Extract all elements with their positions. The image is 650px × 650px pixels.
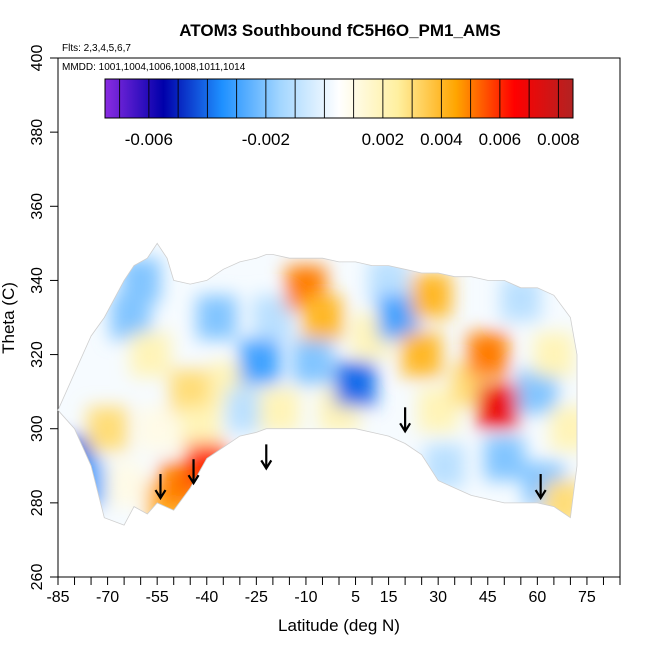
heatmap-cell — [517, 369, 558, 414]
y-axis-label: Theta (C) — [0, 282, 18, 354]
y-tick-label: 380 — [29, 119, 46, 146]
heatmap-cell — [411, 273, 452, 318]
heatmap-cell — [477, 384, 518, 429]
heatmap-cell — [401, 332, 442, 377]
tropopause-arrow — [399, 407, 412, 434]
tropopause-arrow — [534, 474, 547, 501]
colorbar-tick-label: 0.002 — [362, 130, 405, 149]
colorbar: -0.006 -0.002 0.002 0.004 0.006 0.008 — [104, 78, 580, 149]
tropopause-arrow — [187, 459, 200, 486]
y-tick-label: 340 — [29, 267, 46, 294]
heatmap-cell — [500, 277, 541, 321]
x-tick-label: -10 — [294, 589, 317, 606]
x-tick-label: -70 — [96, 589, 119, 606]
x-tick-label: 60 — [528, 589, 546, 606]
y-axis: 260 280 300 320 340 360 380 400 — [29, 45, 58, 591]
heatmap-cell — [543, 480, 577, 525]
data-domain-outline — [57, 242, 578, 526]
colorbar-box — [104, 78, 574, 119]
colorbar-tick-label: 0.008 — [537, 130, 580, 149]
x-tick-label: 75 — [578, 589, 596, 606]
heatmap-cell — [110, 295, 151, 340]
colorbar-gridlines — [119, 79, 559, 118]
colorbar-tick-labels: -0.006 -0.002 0.002 0.004 0.006 0.008 — [125, 130, 580, 149]
heatmap-cell — [550, 406, 577, 451]
y-tick-label: 400 — [29, 45, 46, 72]
heatmap-cell — [170, 369, 211, 414]
tropopause-arrow — [260, 444, 273, 471]
colorbar-tick-label: 0.004 — [420, 130, 463, 149]
heatmap-cell — [259, 388, 300, 433]
colorbar-tick-label: -0.002 — [242, 130, 290, 149]
heatmap-field — [58, 243, 577, 526]
heatmap-cell — [137, 406, 178, 451]
dates-label: MMDD: 1001,1004,1006,1008,1011,1014 — [62, 62, 246, 73]
x-axis-label: Latitude (deg N) — [278, 616, 400, 635]
colorbar-tick-label: 0.006 — [479, 130, 522, 149]
heatmap-cell — [104, 462, 145, 507]
tropopause-arrow — [154, 474, 167, 501]
colorbar-tick-label: -0.006 — [125, 130, 173, 149]
x-tick-label: -40 — [195, 589, 218, 606]
tropopause-arrows — [154, 407, 547, 501]
heatmap-cell — [424, 443, 465, 488]
y-tick-label: 260 — [29, 564, 46, 591]
heatmap-cell — [239, 340, 280, 384]
heatmap-cell — [302, 295, 343, 340]
x-tick-label: 15 — [380, 589, 398, 606]
x-tick-label: 45 — [479, 589, 497, 606]
heatmap-cell — [120, 258, 161, 303]
x-tick-label: 5 — [351, 589, 360, 606]
x-axis: -85 -70 -55 -40 -25 -10 5 15 30 45 60 75 — [46, 577, 621, 606]
heatmap-cell — [533, 332, 574, 377]
x-tick-label: 30 — [429, 589, 447, 606]
y-tick-label: 360 — [29, 193, 46, 220]
x-tick-label: -25 — [245, 589, 268, 606]
heatmap-cell — [467, 332, 508, 377]
heatmap-cell — [130, 332, 171, 377]
y-tick-label: 300 — [29, 415, 46, 442]
heatmap-cell — [484, 436, 525, 481]
heatmap-cell — [87, 406, 128, 451]
x-tick-label: -85 — [46, 589, 69, 606]
x-tick-label: -55 — [146, 589, 169, 606]
chart-title: ATOM3 Southbound fC5H6O_PM1_AMS — [179, 21, 500, 40]
heatmap-cell — [292, 340, 333, 384]
heatmap-clip-group — [58, 243, 577, 526]
heatmap-cell — [180, 406, 221, 451]
y-tick-label: 280 — [29, 489, 46, 516]
y-tick-label: 320 — [29, 341, 46, 368]
flights-label: Flts: 2,3,4,5,6,7 — [62, 43, 131, 54]
heatmap-cells — [58, 258, 577, 525]
heatmap-cell — [196, 295, 237, 340]
heatmap-cell — [335, 362, 376, 407]
